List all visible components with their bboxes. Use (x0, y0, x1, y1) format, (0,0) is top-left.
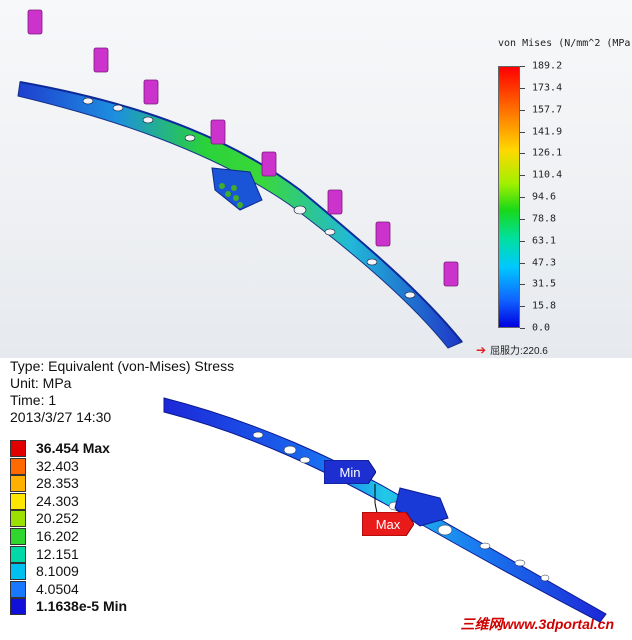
yield-strength-indicator: ➔ 屈服力:220.6 (476, 342, 548, 357)
legend-label: 20.252 (36, 510, 79, 527)
result-time: Time: 1 (10, 392, 57, 408)
legend-swatch (10, 563, 26, 581)
solidworks-model (17, 9, 463, 349)
legend-swatch (10, 440, 26, 457)
color-scale-bar (498, 66, 520, 328)
scale-tick (520, 262, 525, 264)
legend-label: 4.0504 (36, 580, 79, 597)
beam-holes (82, 97, 416, 299)
result-date: 2013/3/27 14:30 (10, 409, 112, 425)
scale-value: 189.2 (532, 60, 563, 72)
min-tag-label: Min (339, 464, 361, 480)
max-tag: Max (362, 512, 414, 536)
legend-swatch (10, 457, 26, 475)
legend-label: 36.454 Max (36, 440, 110, 456)
scale-tick (520, 175, 525, 177)
scale-value: 141.9 (532, 126, 563, 137)
legend-label: 12.151 (36, 545, 79, 562)
scale-tick (520, 240, 525, 242)
yield-label: 屈服力:220.6 (490, 346, 548, 357)
scale-value: 0.0 (532, 322, 551, 334)
scale-value: 110.4 (532, 169, 563, 181)
legend-label: 28.353 (36, 475, 79, 492)
scale-tick (520, 109, 525, 111)
center-bracket (211, 167, 263, 211)
watermark: 三维网www.3dportal.cn (460, 616, 615, 632)
legend-label: 16.202 (36, 528, 79, 544)
scale-tick (520, 66, 525, 67)
scale-tick (520, 131, 525, 133)
solidworks-viewport[interactable]: von Mises (N/mm^2 (MPa)) 189.2 173.4 157.7… (0, 0, 632, 358)
max-tag-label: Max (375, 516, 401, 532)
scale-value: 15.8 (532, 300, 557, 312)
scale-tick (520, 218, 525, 220)
scale-value: 63.1 (532, 235, 557, 247)
scale-value: 78.8 (532, 213, 557, 225)
legend-label: 24.303 (36, 492, 79, 509)
scale-value: 47.3 (532, 257, 557, 268)
beam-body (163, 397, 607, 623)
result-unit: Unit: MPa (10, 375, 72, 391)
legend-swatch (10, 580, 26, 598)
legend-swatch (10, 475, 26, 493)
scale-value: 126.1 (532, 147, 563, 159)
fixture-icons (219, 183, 243, 208)
scale-tick (520, 328, 525, 329)
min-tag: Min (324, 460, 376, 484)
scale-tick (520, 306, 525, 308)
legend-label: 8.1009 (36, 563, 79, 580)
legend-swatch (10, 492, 26, 510)
scale-tick (520, 87, 525, 89)
result-type: Type: Equivalent (von-Mises) Stress (10, 358, 235, 374)
legend-swatch (10, 598, 26, 616)
beam-flange (19, 81, 463, 343)
scale-value: 94.6 (532, 191, 557, 203)
load-arrow-icons (27, 9, 459, 287)
legend-swatch (10, 510, 26, 528)
scale-value: 173.4 (532, 82, 563, 94)
legend-label: 32.403 (36, 457, 79, 474)
legend-title: von Mises (N/mm^2 (MPa)) (498, 38, 632, 49)
scale-tick (520, 197, 525, 198)
scale-tick (520, 284, 525, 286)
beam-body (17, 81, 463, 349)
scale-value: 31.5 (532, 278, 557, 290)
ansys-model (163, 397, 607, 623)
arrow-right-icon: ➔ (476, 343, 487, 357)
ansys-viewport[interactable]: Type: Equivalent (von-Mises) Stress Unit… (0, 358, 632, 640)
legend-swatch (10, 528, 26, 545)
scale-value: 157.7 (532, 104, 563, 116)
legend-swatch (10, 545, 26, 563)
scale-tick (520, 153, 525, 155)
legend-label: 1.1638e-5 Min (36, 598, 128, 615)
